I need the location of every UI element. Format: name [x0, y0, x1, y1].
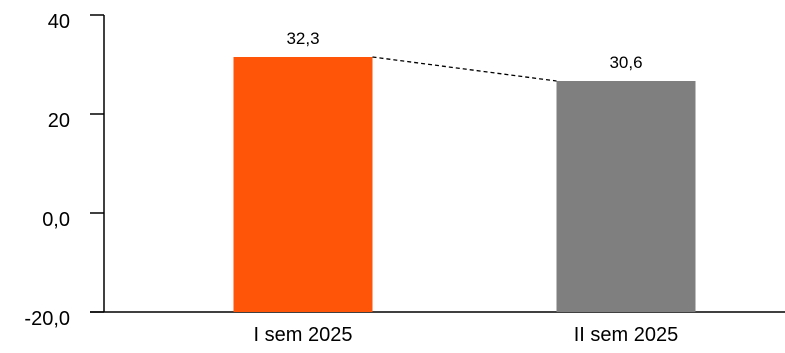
category-label-2: II sem 2025 — [574, 324, 679, 346]
y-tick-label: 0,0 — [42, 209, 70, 231]
data-label-1: 32,3 — [286, 29, 319, 48]
data-label-2: 30,6 — [609, 53, 642, 72]
category-labels-group: I sem 2025 II sem 2025 — [254, 324, 679, 346]
y-axis-ticks: 40 20 0,0 -20,0 — [24, 11, 104, 330]
connector-line — [372, 56, 557, 82]
data-labels-group: 32,3 30,6 — [286, 29, 642, 72]
connector-layer — [372, 56, 557, 82]
bar-2 — [556, 81, 696, 312]
category-label-1: I sem 2025 — [254, 324, 353, 346]
y-tick-label: -20,0 — [24, 308, 70, 330]
bar-1 — [233, 57, 373, 312]
bars-group — [233, 57, 696, 312]
y-tick-label: 40 — [48, 11, 70, 33]
y-tick-label: 20 — [48, 110, 70, 132]
